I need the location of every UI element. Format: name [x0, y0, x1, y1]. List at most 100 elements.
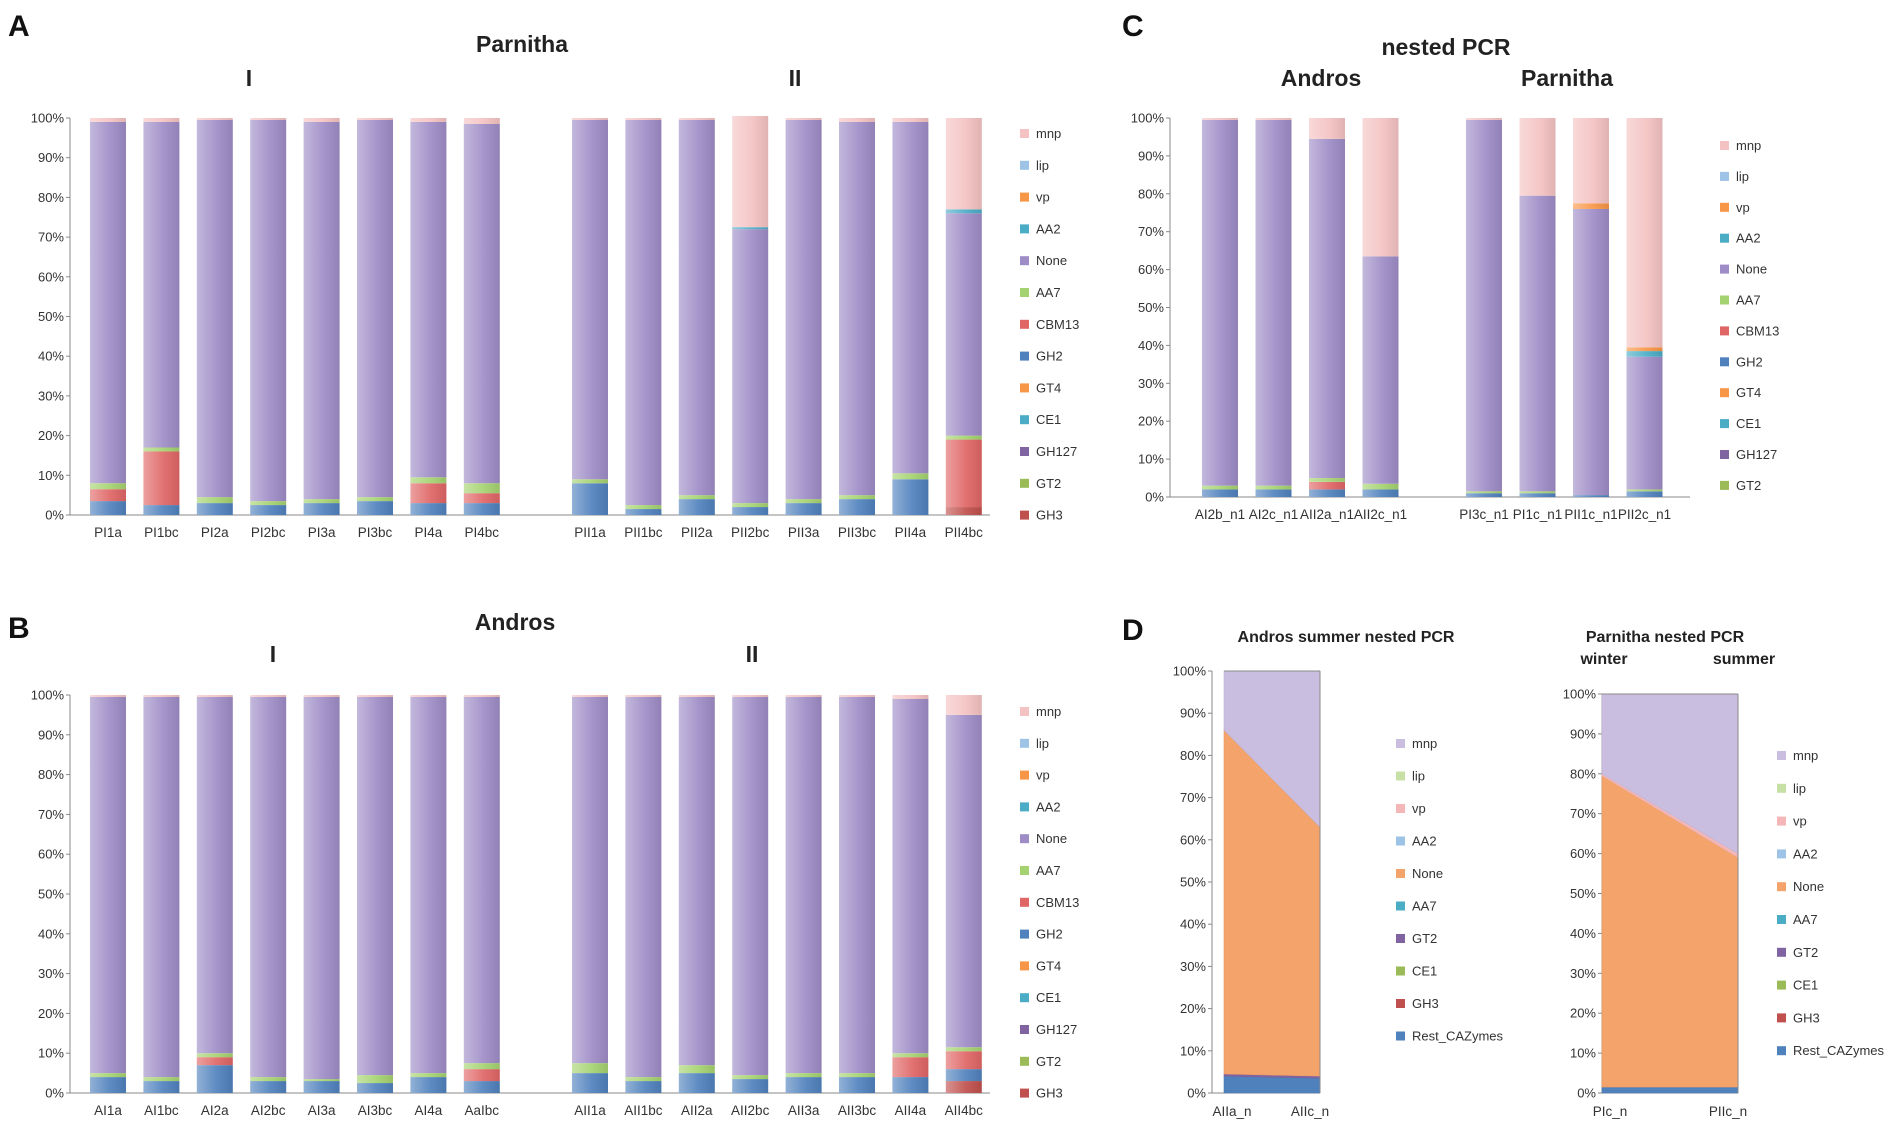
panel-a-legend-swatch — [1020, 415, 1029, 425]
panel-a-legend-swatch — [1020, 478, 1029, 488]
panel-d-andros-legend-label: mnp — [1412, 736, 1437, 751]
panel-d-parnitha-legend-label: GT2 — [1793, 945, 1818, 960]
panel-c-x-tick-label: PI3c_n1 — [1459, 507, 1509, 522]
panel-c-bar-segment-gh2 — [1255, 489, 1292, 497]
panel-d-andros-legend-label: CE1 — [1412, 964, 1437, 979]
panel-b-bar-segment-gh2 — [945, 1069, 982, 1082]
panel-a-x-tick-label: PI1bc — [144, 525, 179, 540]
panel-a-bar-segment-aa7 — [143, 447, 180, 452]
panel-b-x-tick-label: AI2bc — [251, 1103, 286, 1118]
panel-c-bar-segment-mnp — [1573, 118, 1609, 204]
panel-a-x-tick-label: PI4a — [415, 525, 443, 540]
panel-d-area-chart-parnitha: 0% 10% 20% 30% 40% 50% 60% 70% 80% 90% 100% PIc_n PI… — [1563, 687, 1885, 1120]
panel-b-legend-label: CBM13 — [1036, 895, 1079, 910]
panel-b-bar-segment-mnp — [945, 695, 982, 715]
panel-b-legend-swatch — [1020, 929, 1029, 939]
panel-a-bar-segment-none — [250, 119, 287, 502]
panel-a-bar-segment-gh2 — [196, 503, 233, 515]
panel-c-legend-label: CBM13 — [1736, 323, 1779, 338]
panel-b-bar-segment-mnp — [678, 695, 715, 697]
panel-b-bar-segment-mnp — [463, 695, 500, 697]
panel-b-y-tick-label: 20% — [38, 1006, 64, 1021]
panel-a-bar-segment-aa7 — [90, 483, 126, 490]
panel-a-bar-segment-aa7 — [839, 495, 875, 500]
panel-a-legend-label: mnp — [1036, 126, 1061, 141]
panel-a-bar-segment-none — [678, 119, 715, 496]
panel-d-parnitha-legend-swatch — [1777, 751, 1786, 760]
panel-d-andros-legend-swatch — [1396, 804, 1405, 813]
panel-d-andros-legend-label: GT2 — [1412, 931, 1437, 946]
panel-c-legend-label: GH127 — [1736, 447, 1777, 462]
panel-d-parnitha-y-tick-label: 10% — [1570, 1046, 1596, 1061]
panel-b-legend-label: CE1 — [1036, 990, 1061, 1005]
panel-a-legend-swatch — [1020, 160, 1029, 170]
panel-a-legend-label: GT4 — [1036, 380, 1061, 395]
panel-a-bar-segment-gh2 — [785, 503, 822, 515]
panel-b-y-tick-label: 80% — [38, 767, 64, 782]
panel-a-x-tick-label: PI3bc — [358, 525, 393, 540]
panel-c-bar-segment-none — [1519, 195, 1556, 492]
panel-d-parnitha-legend-label: AA7 — [1793, 912, 1818, 927]
panel-b-x-tick-label: AI2a — [201, 1103, 229, 1118]
panel-c-legend-swatch — [1720, 480, 1729, 490]
panel-a-bar-segment-gh2 — [463, 503, 500, 515]
panel-d-parnitha-x-tick-label: PIc_n — [1593, 1104, 1628, 1119]
panel-c-y-tick-label: 10% — [1138, 452, 1164, 467]
panel-d-andros-legend-swatch — [1396, 1031, 1405, 1041]
panel-c-legend-label: GT4 — [1736, 385, 1761, 400]
panel-d-parnitha-legend-label: Rest_CAZymes — [1793, 1043, 1885, 1058]
panel-c-y-tick-label: 50% — [1138, 300, 1164, 315]
panel-b-bar-segment-gh3 — [945, 1081, 982, 1093]
panel-a-bar-segment-mnp — [892, 118, 929, 122]
panel-b-bar-segment-none — [410, 696, 447, 1074]
panel-b-y-tick-label: 10% — [38, 1046, 64, 1061]
panel-a-bar-segment-none — [90, 121, 126, 484]
panel-c-legend-label: AA2 — [1736, 231, 1761, 246]
panel-b-bar-segment-gh2 — [839, 1077, 875, 1093]
panel-d-parnitha-legend-label: GH3 — [1793, 1010, 1820, 1025]
panel-a-legend-swatch — [1020, 224, 1029, 234]
panel-b-x-tick-label: AI1a — [94, 1103, 122, 1118]
panel-b-bar-segment-mnp — [250, 695, 287, 697]
panel-d-andros-x-tick-label: AIIc_n — [1291, 1104, 1329, 1119]
panel-b-x-tick-label: AI3bc — [358, 1103, 393, 1118]
panel-b-bar-segment-aa7 — [945, 1047, 982, 1052]
panel-a-bar-segment-mnp — [945, 118, 982, 210]
panel-a-x-tick-label: PI2a — [201, 525, 229, 540]
panel-a-x-tick-label: PII3a — [788, 525, 820, 540]
panel-a-y-tick-label: 30% — [38, 388, 64, 403]
panel-d-parnitha-y-tick-label: 60% — [1570, 846, 1596, 861]
panel-d-andros-legend-label: lip — [1412, 769, 1425, 784]
panel-d-parnitha-legend-swatch — [1777, 849, 1786, 859]
panel-b-bar-segment-aa7 — [303, 1079, 340, 1082]
panel-b-x-tick-label: AII2bc — [731, 1103, 770, 1118]
panel-b-x-tick-label: AI4a — [415, 1103, 443, 1118]
panel-a-y-tick-label: 100% — [31, 111, 65, 126]
panel-b-y-tick-label: 30% — [38, 966, 64, 981]
panel-b-bar-segment-aa7 — [572, 1063, 608, 1074]
panel-b-x-tick-label: AII3bc — [838, 1103, 877, 1118]
panel-b-bar-segment-aa7 — [785, 1073, 822, 1078]
panel-d-andros-y-tick-label: 0% — [1187, 1086, 1206, 1101]
panel-a-bar-segment-cbm13 — [90, 489, 126, 502]
panel-a-x-tick-label: PI2bc — [251, 525, 286, 540]
panel-b-bar-segment-gh2 — [572, 1073, 608, 1093]
panel-a-legend-swatch — [1020, 288, 1029, 297]
panel-b-bar-segment-mnp — [625, 695, 662, 697]
panel-a-bar-segment-cbm13 — [143, 451, 180, 506]
panel-c: C nested PCR Andros Parnitha 0% 10% 20% 30%… — [1122, 10, 1779, 522]
panel-b-bar-segment-none — [839, 696, 875, 1074]
panel-b-bar-segment-none — [625, 696, 662, 1078]
panel-b-bar-segment-gh2 — [250, 1081, 287, 1093]
panel-b-bar-segment-aa7 — [196, 1053, 233, 1058]
panel-c-bar-segment-mnp — [1466, 118, 1502, 120]
panel-d-season-summer: summer — [1713, 651, 1775, 668]
panel-b-bar-segment-none — [678, 696, 715, 1066]
panel-b-bar-segment-aa7 — [250, 1077, 287, 1082]
panel-b-bar-segment-none — [572, 696, 608, 1064]
panel-c-bar-segment-aa7 — [1309, 478, 1345, 482]
panel-a-bar-segment-gh2 — [892, 479, 929, 515]
panel-d-andros-legend-swatch — [1396, 966, 1405, 976]
panel-b-group-2-label: II — [746, 641, 759, 667]
panel-a-bar-segment-gh2 — [732, 507, 769, 515]
